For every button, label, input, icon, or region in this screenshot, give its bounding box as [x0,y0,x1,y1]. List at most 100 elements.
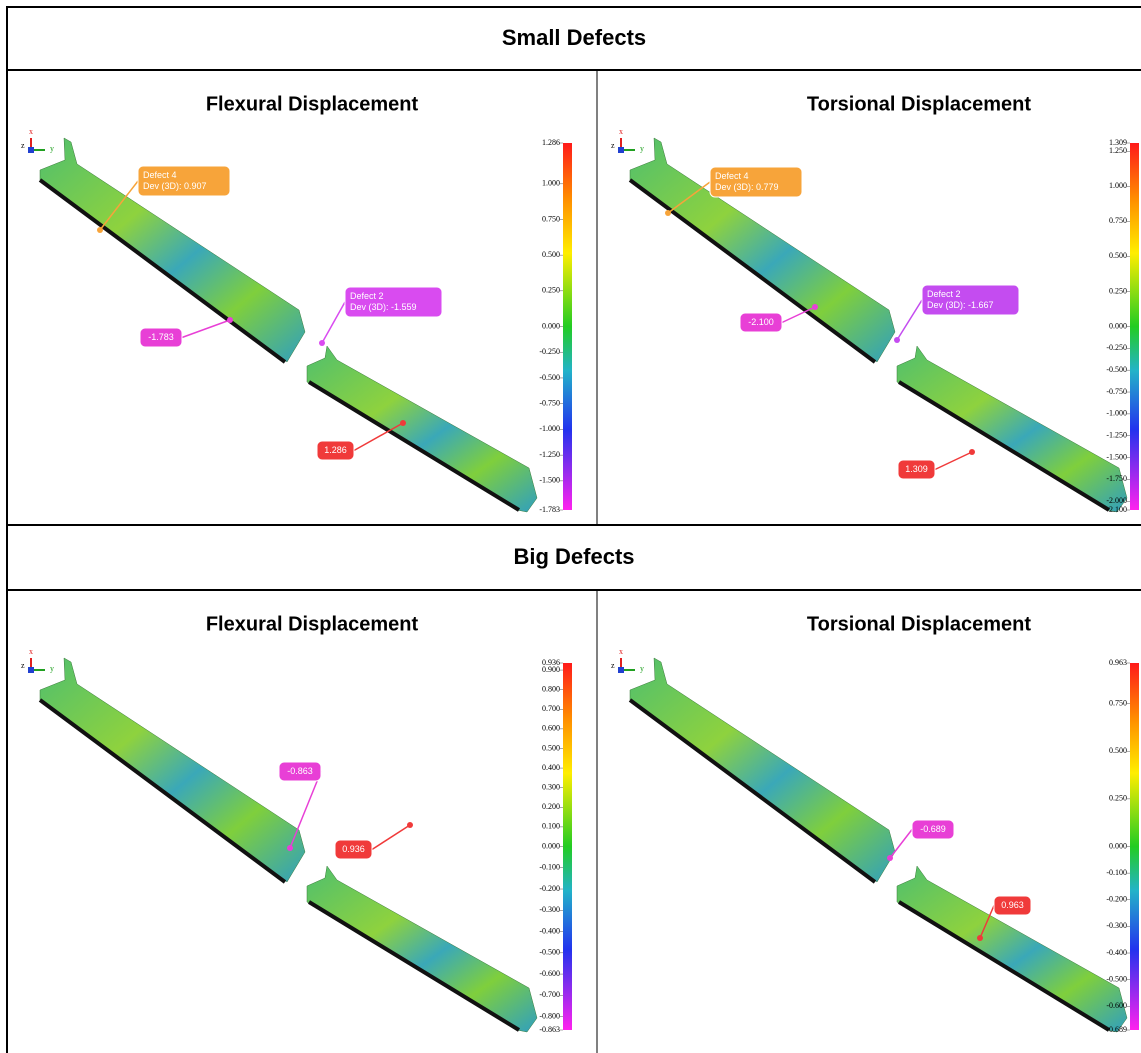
leader-line [897,300,922,340]
part-edge [630,700,875,882]
axis-label: x [619,647,623,656]
scale-label: -0.600 [539,969,560,978]
defect-point [407,822,413,828]
callout-text: Dev (3D): 0.907 [143,181,207,191]
scale-label: 0.900 [542,665,560,674]
panel: Torsional Displacementxyz-0.6890.9630.96… [611,613,1139,1034]
defect-point [665,210,671,216]
leader-line [372,825,410,850]
defect-point [969,449,975,455]
scale-label: 0.963 [1109,658,1127,667]
scale-label: -0.250 [1106,343,1127,352]
scale-label: 0.500 [1109,251,1127,260]
scale-label: 0.500 [542,250,560,259]
defect-point [227,317,233,323]
axis-label: z [611,141,615,150]
scale-label: 0.250 [1109,286,1127,295]
scale-label: -0.300 [1106,921,1127,930]
defect-point [812,304,818,310]
panel-title: Torsional Displacement [807,93,1031,115]
leader-line [890,830,912,859]
axis-label: z [21,141,25,150]
axis-label: y [640,664,644,673]
scale-label: 0.000 [542,321,560,330]
scale-label: -0.400 [1106,948,1127,957]
scale-label: -0.689 [1106,1025,1127,1034]
axis-label: x [619,127,623,136]
defect-point [287,845,293,851]
callout-text: 0.936 [342,844,365,854]
callout-text: Dev (3D): -1.559 [350,302,417,312]
scale-label: -1.750 [1106,474,1127,483]
leader-line [182,320,230,338]
axis-origin [618,667,624,673]
scale-label: -0.750 [1106,387,1127,396]
axis-origin [28,147,34,153]
panel: Flexural Displacementxyz-0.8630.9360.936… [21,613,572,1034]
scale-label: -0.750 [539,399,560,408]
callout-text: -1.783 [148,332,174,342]
scale-label: 1.000 [1109,181,1127,190]
scale-label: 0.750 [542,214,560,223]
callout-text: 1.286 [324,445,347,455]
section-title: Big Defects [513,544,634,569]
scale-label: 0.200 [542,802,560,811]
scale-label: 1.250 [1109,146,1127,155]
scale-label: -1.250 [539,450,560,459]
defect-point [894,337,900,343]
color-bar [1130,143,1139,510]
callout-text: Defect 4 [143,170,177,180]
axis-label: x [29,647,33,656]
leader-line [935,452,972,470]
scale-label: 0.500 [1109,746,1127,755]
callout-text: 1.309 [905,464,928,474]
scale-label: -0.400 [539,926,560,935]
scale-label: 0.000 [1109,321,1127,330]
scale-label: 1.000 [542,179,560,188]
scale-label: 1.286 [542,138,560,147]
scale-label: -1.000 [1106,409,1127,418]
part-edge [630,180,875,362]
scale-label: 0.000 [1109,841,1127,850]
figure-table: Small DefectsFlexural DisplacementxyzDef… [0,0,1141,1053]
color-bar [563,663,572,1030]
scale-label: -2.100 [1106,505,1127,514]
axis-triad: xyz [21,647,54,673]
scale-label: -0.300 [539,905,560,914]
scale-label: 0.750 [1109,698,1127,707]
part-upper [40,658,305,882]
scale-label: -1.000 [539,424,560,433]
leader-line [290,772,321,849]
scale-label: -0.250 [539,347,560,356]
part-edge [40,700,285,882]
part-upper [630,658,895,882]
callout-text: Defect 4 [715,171,749,181]
part-lower [897,346,1127,512]
scale-label: -0.100 [1106,868,1127,877]
scale-label: 0.750 [1109,216,1127,225]
scale-label: 0.300 [542,783,560,792]
defect-point [887,855,893,861]
callout-text: -0.863 [287,766,313,776]
outer-border [7,7,1141,1053]
defect-point [400,420,406,426]
scale-label: -0.863 [539,1025,560,1034]
callout-text: Defect 2 [350,291,384,301]
part-lower [897,866,1127,1032]
scale-label: -0.500 [1106,974,1127,983]
part-lower [307,866,537,1032]
callout-text: Defect 2 [927,289,961,299]
scale-label: 0.700 [542,704,560,713]
scale-label: -1.500 [539,476,560,485]
scale-label: -1.500 [1106,452,1127,461]
axis-origin [618,147,624,153]
scale-label: -1.250 [1106,431,1127,440]
axis-triad: xyz [611,127,644,153]
scale-label: -0.500 [539,948,560,957]
scale-label: -0.600 [1106,1001,1127,1010]
section-title: Small Defects [502,25,646,50]
scale-label: -0.500 [539,373,560,382]
scale-label: 0.250 [542,286,560,295]
